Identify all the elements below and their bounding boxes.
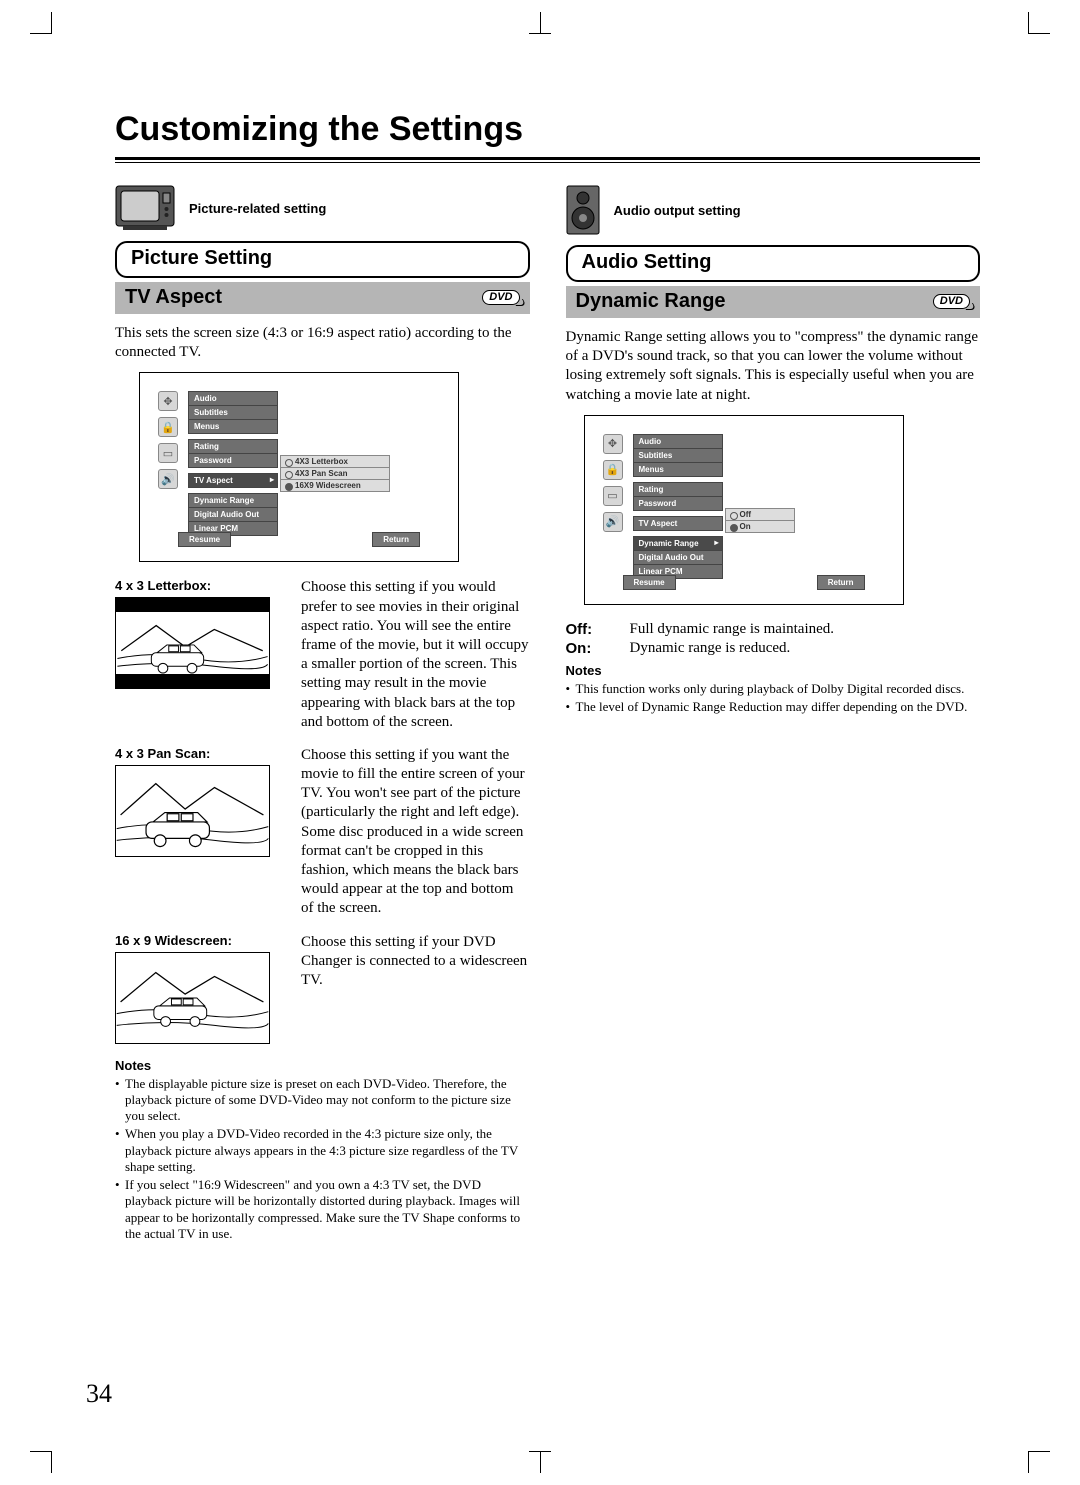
notes-heading: Notes xyxy=(566,663,981,678)
notes-list: The displayable picture size is preset o… xyxy=(115,1076,530,1243)
menu-side-icon: ✥ xyxy=(603,434,623,454)
definition-row: Off: Full dynamic range is maintained. xyxy=(566,621,981,638)
page-number: 34 xyxy=(86,1379,112,1409)
right-column: Audio output setting Audio Setting Dynam… xyxy=(566,185,981,1244)
menu-side-icon: 🔒 xyxy=(603,460,623,480)
menu-side-icon: ▭ xyxy=(158,443,178,463)
aspect-option: 16 x 9 Widescreen: Choose this setting i… xyxy=(115,933,530,1044)
thumb-panscan xyxy=(115,765,270,857)
crop-mark xyxy=(30,1451,52,1473)
crop-mark xyxy=(1028,1451,1050,1473)
menu-screenshot-right: ✥ 🔒 ▭ 🔊 Audio Subtitles Menus Rating xyxy=(584,415,904,605)
tv-icon xyxy=(115,185,175,231)
crop-mark xyxy=(529,12,551,34)
menu-side-icon: ✥ xyxy=(158,391,178,411)
definition-row: On: Dynamic range is reduced. xyxy=(566,640,981,657)
subsection-bar: Dynamic Range DVD xyxy=(566,286,981,318)
intro-text: This sets the screen size (4:3 or 16:9 a… xyxy=(115,324,530,362)
crop-mark xyxy=(30,12,52,34)
menu-screenshot-left: ✥ 🔒 ▭ 🔊 Audio Subtitles Menus Rating xyxy=(139,372,459,562)
dvd-badge: DVD xyxy=(482,290,519,305)
menu-side-icon: ▭ xyxy=(603,486,623,506)
speaker-icon xyxy=(566,185,600,235)
manual-page: Customizing the Settings Picture-related… xyxy=(0,0,1080,1485)
crop-mark xyxy=(1028,12,1050,34)
icon-label: Audio output setting xyxy=(614,203,741,218)
menu-side-icon: 🔒 xyxy=(158,417,178,437)
crop-mark xyxy=(529,1451,551,1473)
section-heading: Picture Setting xyxy=(115,241,530,278)
left-column: Picture-related setting Picture Setting … xyxy=(115,185,530,1244)
title-rule xyxy=(115,157,980,163)
thumb-letterbox xyxy=(115,597,270,689)
page-title: Customizing the Settings xyxy=(115,110,980,149)
section-heading: Audio Setting xyxy=(566,245,981,282)
icon-label: Picture-related setting xyxy=(189,201,326,216)
menu-side-icon: 🔊 xyxy=(603,512,623,532)
menu-side-icon: 🔊 xyxy=(158,469,178,489)
dvd-badge: DVD xyxy=(933,294,970,309)
aspect-option: 4 x 3 Letterbox: Choose this setting if … xyxy=(115,578,530,732)
notes-list: This function works only during playback… xyxy=(566,681,981,716)
intro-text: Dynamic Range setting allows you to "com… xyxy=(566,328,981,405)
subsection-bar: TV Aspect DVD xyxy=(115,282,530,314)
thumb-widescreen xyxy=(115,952,270,1044)
notes-heading: Notes xyxy=(115,1058,530,1073)
aspect-option: 4 x 3 Pan Scan: Choose this setting if y… xyxy=(115,746,530,919)
